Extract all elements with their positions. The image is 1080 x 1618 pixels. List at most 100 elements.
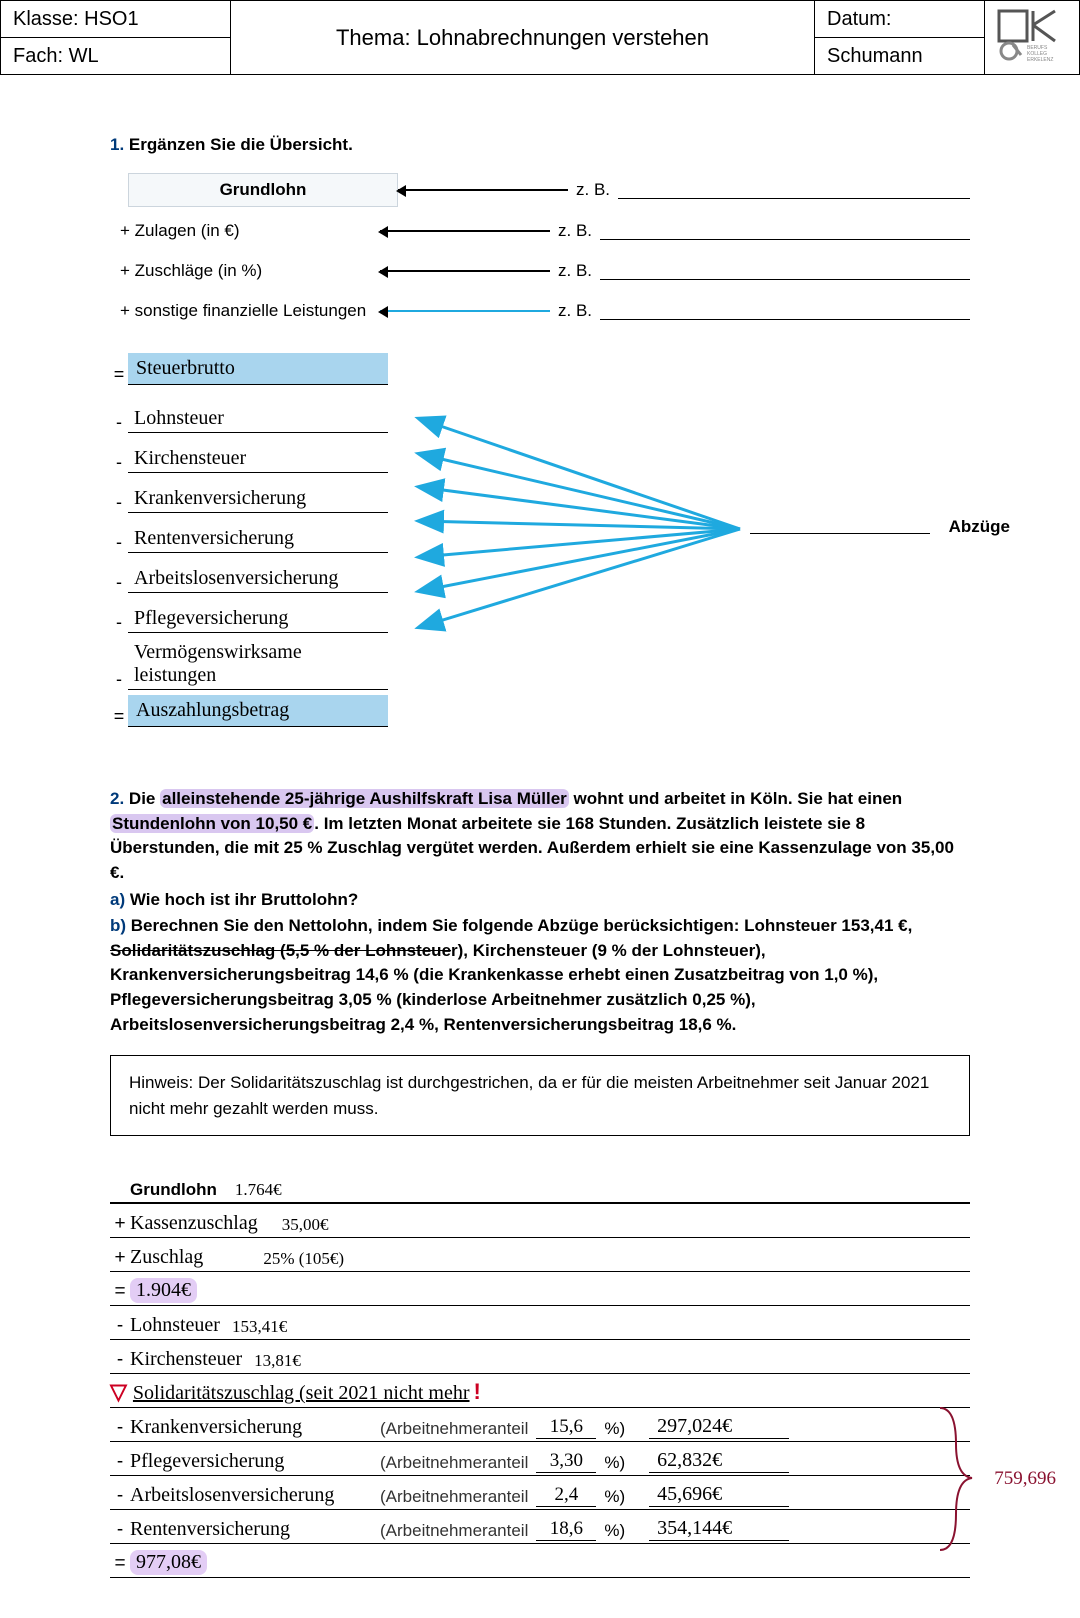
calc-value: 25% (105€) bbox=[263, 1249, 344, 1269]
steuerbrutto-row: = Steuerbrutto bbox=[110, 351, 970, 385]
zuschlaege-label: + Zuschläge (in %) bbox=[110, 257, 380, 285]
blank-line bbox=[600, 222, 970, 240]
curly-bracket-icon bbox=[932, 1404, 982, 1554]
abzuege-label: Abzüge bbox=[949, 517, 1010, 537]
calc-value: 35,00€ bbox=[282, 1215, 329, 1235]
q2-text: wohnt und arbeitet in Köln. Sie hat eine… bbox=[569, 789, 902, 808]
calc-netto-row: = 977,08€ bbox=[110, 1544, 970, 1578]
calc-label: Kirchensteuer bbox=[130, 1348, 242, 1371]
zb-label: z. B. bbox=[558, 261, 592, 281]
brutto-value: 1.904€ bbox=[130, 1278, 197, 1303]
school-logo-icon: BERUFS KOLLEG ERKELENZ bbox=[997, 7, 1067, 62]
q1-heading: 1. Ergänzen Sie die Übersicht. bbox=[110, 135, 970, 155]
grundlohn-value: 1.764€ bbox=[235, 1180, 282, 1200]
blank-line bbox=[600, 262, 970, 280]
pct-suffix: %) bbox=[604, 1521, 625, 1541]
zb-label: z. B. bbox=[576, 180, 610, 200]
deductions-fan: -Lohnsteuer -Kirchensteuer -Krankenversi… bbox=[110, 399, 970, 659]
deduction-row: -Krankenversicherung bbox=[110, 479, 410, 513]
zb-label: z. B. bbox=[558, 221, 592, 241]
zb-label: z. B. bbox=[558, 301, 592, 321]
q2-highlight: Stundenlohn von 10,50 € bbox=[110, 814, 314, 833]
q2-number: 2. bbox=[110, 789, 124, 808]
deduction-row: -Vermögenswirksame leistungen bbox=[110, 639, 410, 690]
q2b-text: Berechnen Sie den Nettolohn, indem Sie f… bbox=[131, 916, 913, 935]
deduction-row: -Rentenversicherung bbox=[110, 519, 410, 553]
pct-value: 15,6 bbox=[536, 1416, 596, 1439]
deduction-row: -Pflegeversicherung bbox=[110, 599, 410, 633]
deduction-row: -Kirchensteuer bbox=[110, 439, 410, 473]
deduction-label: Rentenversicherung bbox=[128, 525, 388, 553]
op-sign: + bbox=[110, 1247, 130, 1269]
fach-cell: Fach: WL bbox=[1, 38, 231, 75]
warning-icon: ▽ bbox=[110, 1379, 127, 1405]
calc-insurance-row: - Arbeitslosenversicherung (Arbeitnehmer… bbox=[110, 1476, 970, 1510]
op-sign: - bbox=[110, 1417, 130, 1439]
pct-suffix: %) bbox=[604, 1453, 625, 1473]
worksheet-page: Klasse: HSO1 Thema: Lohnabrechnungen ver… bbox=[0, 0, 1080, 1618]
hint-box: Hinweis: Der Solidaritätszuschlag ist du… bbox=[110, 1055, 970, 1136]
op-sign: - bbox=[110, 1485, 130, 1507]
zuschlaege-row: + Zuschläge (in %) z. B. bbox=[110, 255, 970, 287]
arbeitnehmer-label: (Arbeitnehmeranteil bbox=[380, 1419, 528, 1439]
pct-suffix: %) bbox=[604, 1419, 625, 1439]
arbeitnehmer-label: (Arbeitnehmeranteil bbox=[380, 1487, 528, 1507]
abzuege-line bbox=[750, 533, 930, 534]
op-sign: - bbox=[110, 1519, 130, 1541]
logo-cell: BERUFS KOLLEG ERKELENZ bbox=[985, 1, 1080, 75]
calc-row: + Zuschlag 25% (105€) bbox=[110, 1238, 970, 1272]
deduction-label: Pflegeversicherung bbox=[128, 605, 388, 633]
q1-number: 1. bbox=[110, 135, 124, 154]
deduction-row: -Lohnsteuer bbox=[110, 399, 410, 433]
netto-value: 977,08€ bbox=[130, 1550, 207, 1575]
header-table: Klasse: HSO1 Thema: Lohnabrechnungen ver… bbox=[0, 0, 1080, 75]
ins-label: Krankenversicherung bbox=[130, 1416, 360, 1439]
calc-brutto-row: = 1.904€ bbox=[110, 1272, 970, 1306]
zulagen-label: + Zulagen (in €) bbox=[110, 217, 380, 245]
arrow-icon bbox=[380, 310, 550, 312]
thema-cell: Thema: Lohnabrechnungen verstehen bbox=[231, 1, 815, 75]
amount-value: 45,696€ bbox=[649, 1483, 789, 1507]
content-area: 1. Ergänzen Sie die Übersicht. Grundlohn… bbox=[0, 75, 1080, 1618]
q2-block: 2. Die alleinstehende 25-jährige Aushilf… bbox=[110, 787, 970, 1136]
deduction-label: Vermögenswirksame leistungen bbox=[128, 639, 388, 690]
op-sign: + bbox=[110, 1213, 130, 1235]
calc-grundlohn-row: Grundlohn 1.764€ bbox=[110, 1170, 970, 1204]
auszahlungsbetrag-row: = Auszahlungsbetrag bbox=[110, 693, 970, 727]
calc-insurance-row: - Krankenversicherung (Arbeitnehmerantei… bbox=[110, 1408, 970, 1442]
calc-value: 153,41€ bbox=[232, 1317, 287, 1337]
q2b-label: b) bbox=[110, 916, 126, 935]
fan-arrows-icon bbox=[410, 399, 830, 659]
zulagen-row: + Zulagen (in €) z. B. bbox=[110, 215, 970, 247]
op-sign: - bbox=[110, 1451, 130, 1473]
ins-label: Arbeitslosenversicherung bbox=[130, 1484, 360, 1507]
calc-label: Lohnsteuer bbox=[130, 1314, 220, 1337]
q2-text: Die bbox=[129, 789, 160, 808]
calculation-block: Grundlohn 1.764€ + Kassenzuschlag 35,00€… bbox=[110, 1170, 970, 1578]
blank-line bbox=[600, 302, 970, 320]
pct-suffix: %) bbox=[604, 1487, 625, 1507]
ins-label: Rentenversicherung bbox=[130, 1518, 360, 1541]
soli-text: Solidaritätszuschlag (seit 2021 nicht me… bbox=[133, 1382, 470, 1405]
arrow-icon bbox=[380, 230, 550, 232]
bracket-total: 759,696 bbox=[994, 1468, 1056, 1490]
deduction-label: Kirchensteuer bbox=[128, 445, 388, 473]
deduction-label: Lohnsteuer bbox=[128, 405, 388, 433]
calc-value: 13,81€ bbox=[254, 1351, 301, 1371]
grundlohn-row: Grundlohn z. B. bbox=[128, 173, 970, 207]
calc-row: + Kassenzuschlag 35,00€ bbox=[110, 1204, 970, 1238]
pct-value: 2,4 bbox=[536, 1484, 596, 1507]
deduction-row: -Arbeitslosenversicherung bbox=[110, 559, 410, 593]
amount-value: 354,144€ bbox=[649, 1517, 789, 1541]
calc-row: - Lohnsteuer 153,41€ bbox=[110, 1306, 970, 1340]
teacher-cell: Schumann bbox=[815, 38, 985, 75]
calc-insurance-row: - Pflegeversicherung (Arbeitnehmeranteil… bbox=[110, 1442, 970, 1476]
grundlohn-box: Grundlohn bbox=[128, 173, 398, 207]
q2b-strike: Solidaritätszuschlag (5,5 % der Lohnsteu… bbox=[110, 941, 451, 960]
q2-highlight: alleinstehende 25-jährige Aushilfskraft … bbox=[160, 789, 569, 808]
arbeitnehmer-label: (Arbeitnehmeranteil bbox=[380, 1521, 528, 1541]
ins-label: Pflegeversicherung bbox=[130, 1450, 360, 1473]
arbeitnehmer-label: (Arbeitnehmeranteil bbox=[380, 1453, 528, 1473]
svg-text:ERKELENZ: ERKELENZ bbox=[1027, 57, 1053, 62]
pct-value: 18,6 bbox=[536, 1518, 596, 1541]
